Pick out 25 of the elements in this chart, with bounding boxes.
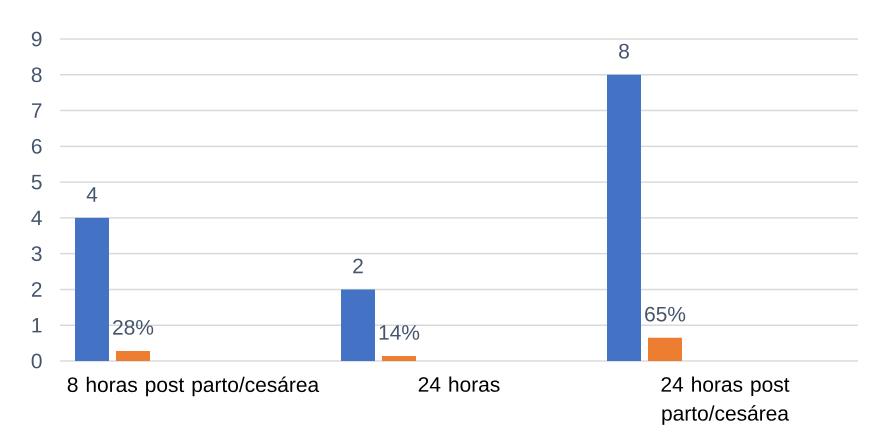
y-tick-label: 0	[32, 354, 42, 368]
y-tick-label: 7	[32, 103, 42, 118]
y-tick-label: 1	[32, 318, 42, 332]
data-label: 4	[86, 187, 98, 202]
data-label: 14%	[380, 325, 420, 340]
y-tick-label: 3	[32, 246, 42, 262]
data-label: 8	[619, 44, 629, 59]
y-tick-label: 4	[31, 210, 42, 226]
data-label: 65%	[645, 306, 686, 322]
data-label: 28%	[113, 320, 154, 335]
x-tick-label: 24 horas	[418, 376, 500, 392]
bar	[116, 350, 150, 361]
y-tick-label: 6	[32, 138, 42, 154]
bar	[648, 338, 682, 361]
x-tick-label: 8 horas post parto/cesárea	[68, 376, 320, 396]
y-tick-label: 9	[32, 32, 42, 46]
bar	[341, 289, 376, 361]
bar	[75, 218, 109, 361]
y-tick-label: 5	[32, 174, 42, 190]
y-tick-label: 8	[32, 67, 42, 82]
bar	[382, 356, 416, 361]
bar	[607, 74, 642, 361]
x-tick-label: 24 horas post parto/cesárea	[662, 376, 790, 425]
data-label: 2	[353, 258, 363, 274]
y-tick-label: 2	[32, 282, 42, 297]
